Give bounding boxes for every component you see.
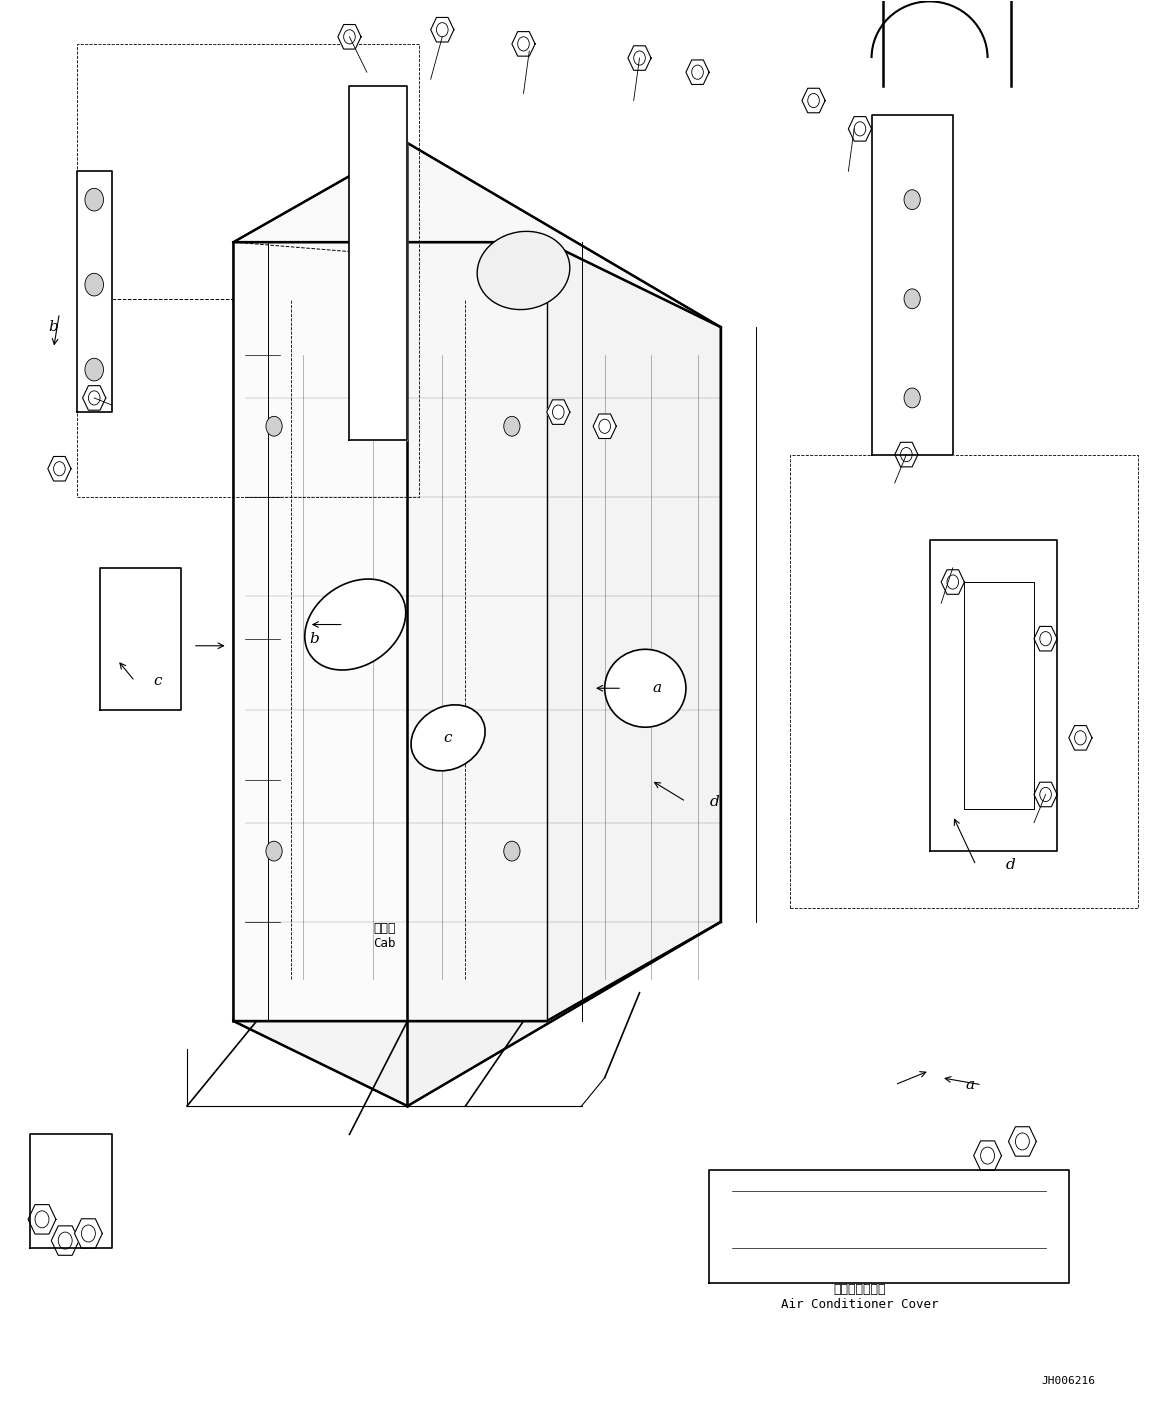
Polygon shape [941,570,964,595]
Polygon shape [709,1169,1069,1283]
Polygon shape [593,414,616,438]
Polygon shape [30,1134,112,1247]
Ellipse shape [305,579,406,670]
Circle shape [504,841,520,861]
Ellipse shape [411,705,485,771]
Polygon shape [48,457,71,481]
Polygon shape [1034,782,1057,807]
Polygon shape [547,243,721,1022]
Circle shape [904,289,920,309]
Polygon shape [338,24,361,50]
Polygon shape [973,1141,1001,1171]
Text: JH006216: JH006216 [1042,1376,1096,1386]
Text: c: c [154,674,163,688]
Text: b: b [309,631,320,646]
Polygon shape [28,1205,56,1235]
Polygon shape [74,1219,102,1249]
Text: a: a [965,1078,975,1091]
Polygon shape [871,115,952,454]
Polygon shape [430,17,454,43]
Polygon shape [512,31,535,57]
Polygon shape [349,87,407,440]
Text: d: d [1006,858,1015,873]
Ellipse shape [477,231,570,309]
Polygon shape [628,45,651,71]
Polygon shape [547,400,570,424]
Polygon shape [234,243,547,1022]
Polygon shape [1069,725,1092,751]
Polygon shape [802,88,825,112]
Polygon shape [77,172,112,412]
Polygon shape [51,1226,79,1256]
Polygon shape [234,143,721,328]
Polygon shape [686,60,709,85]
Circle shape [85,274,104,297]
Circle shape [266,841,283,861]
Polygon shape [848,116,871,140]
Circle shape [85,358,104,380]
Text: b: b [49,321,58,333]
Text: c: c [444,731,452,745]
Circle shape [504,416,520,436]
Text: a: a [652,681,662,695]
Polygon shape [929,539,1057,851]
Circle shape [904,190,920,210]
Polygon shape [100,568,181,710]
Polygon shape [83,386,106,410]
Circle shape [266,416,283,436]
Text: エアコンカバー
Air Conditioner Cover: エアコンカバー Air Conditioner Cover [782,1283,939,1311]
Polygon shape [234,922,721,1105]
Polygon shape [894,443,918,467]
Ellipse shape [605,650,686,727]
Polygon shape [1008,1127,1036,1156]
Text: キャブ
Cab: キャブ Cab [373,922,395,951]
Circle shape [904,387,920,407]
Text: d: d [711,795,720,809]
Circle shape [85,189,104,211]
Polygon shape [407,143,721,1105]
Polygon shape [1034,626,1057,651]
